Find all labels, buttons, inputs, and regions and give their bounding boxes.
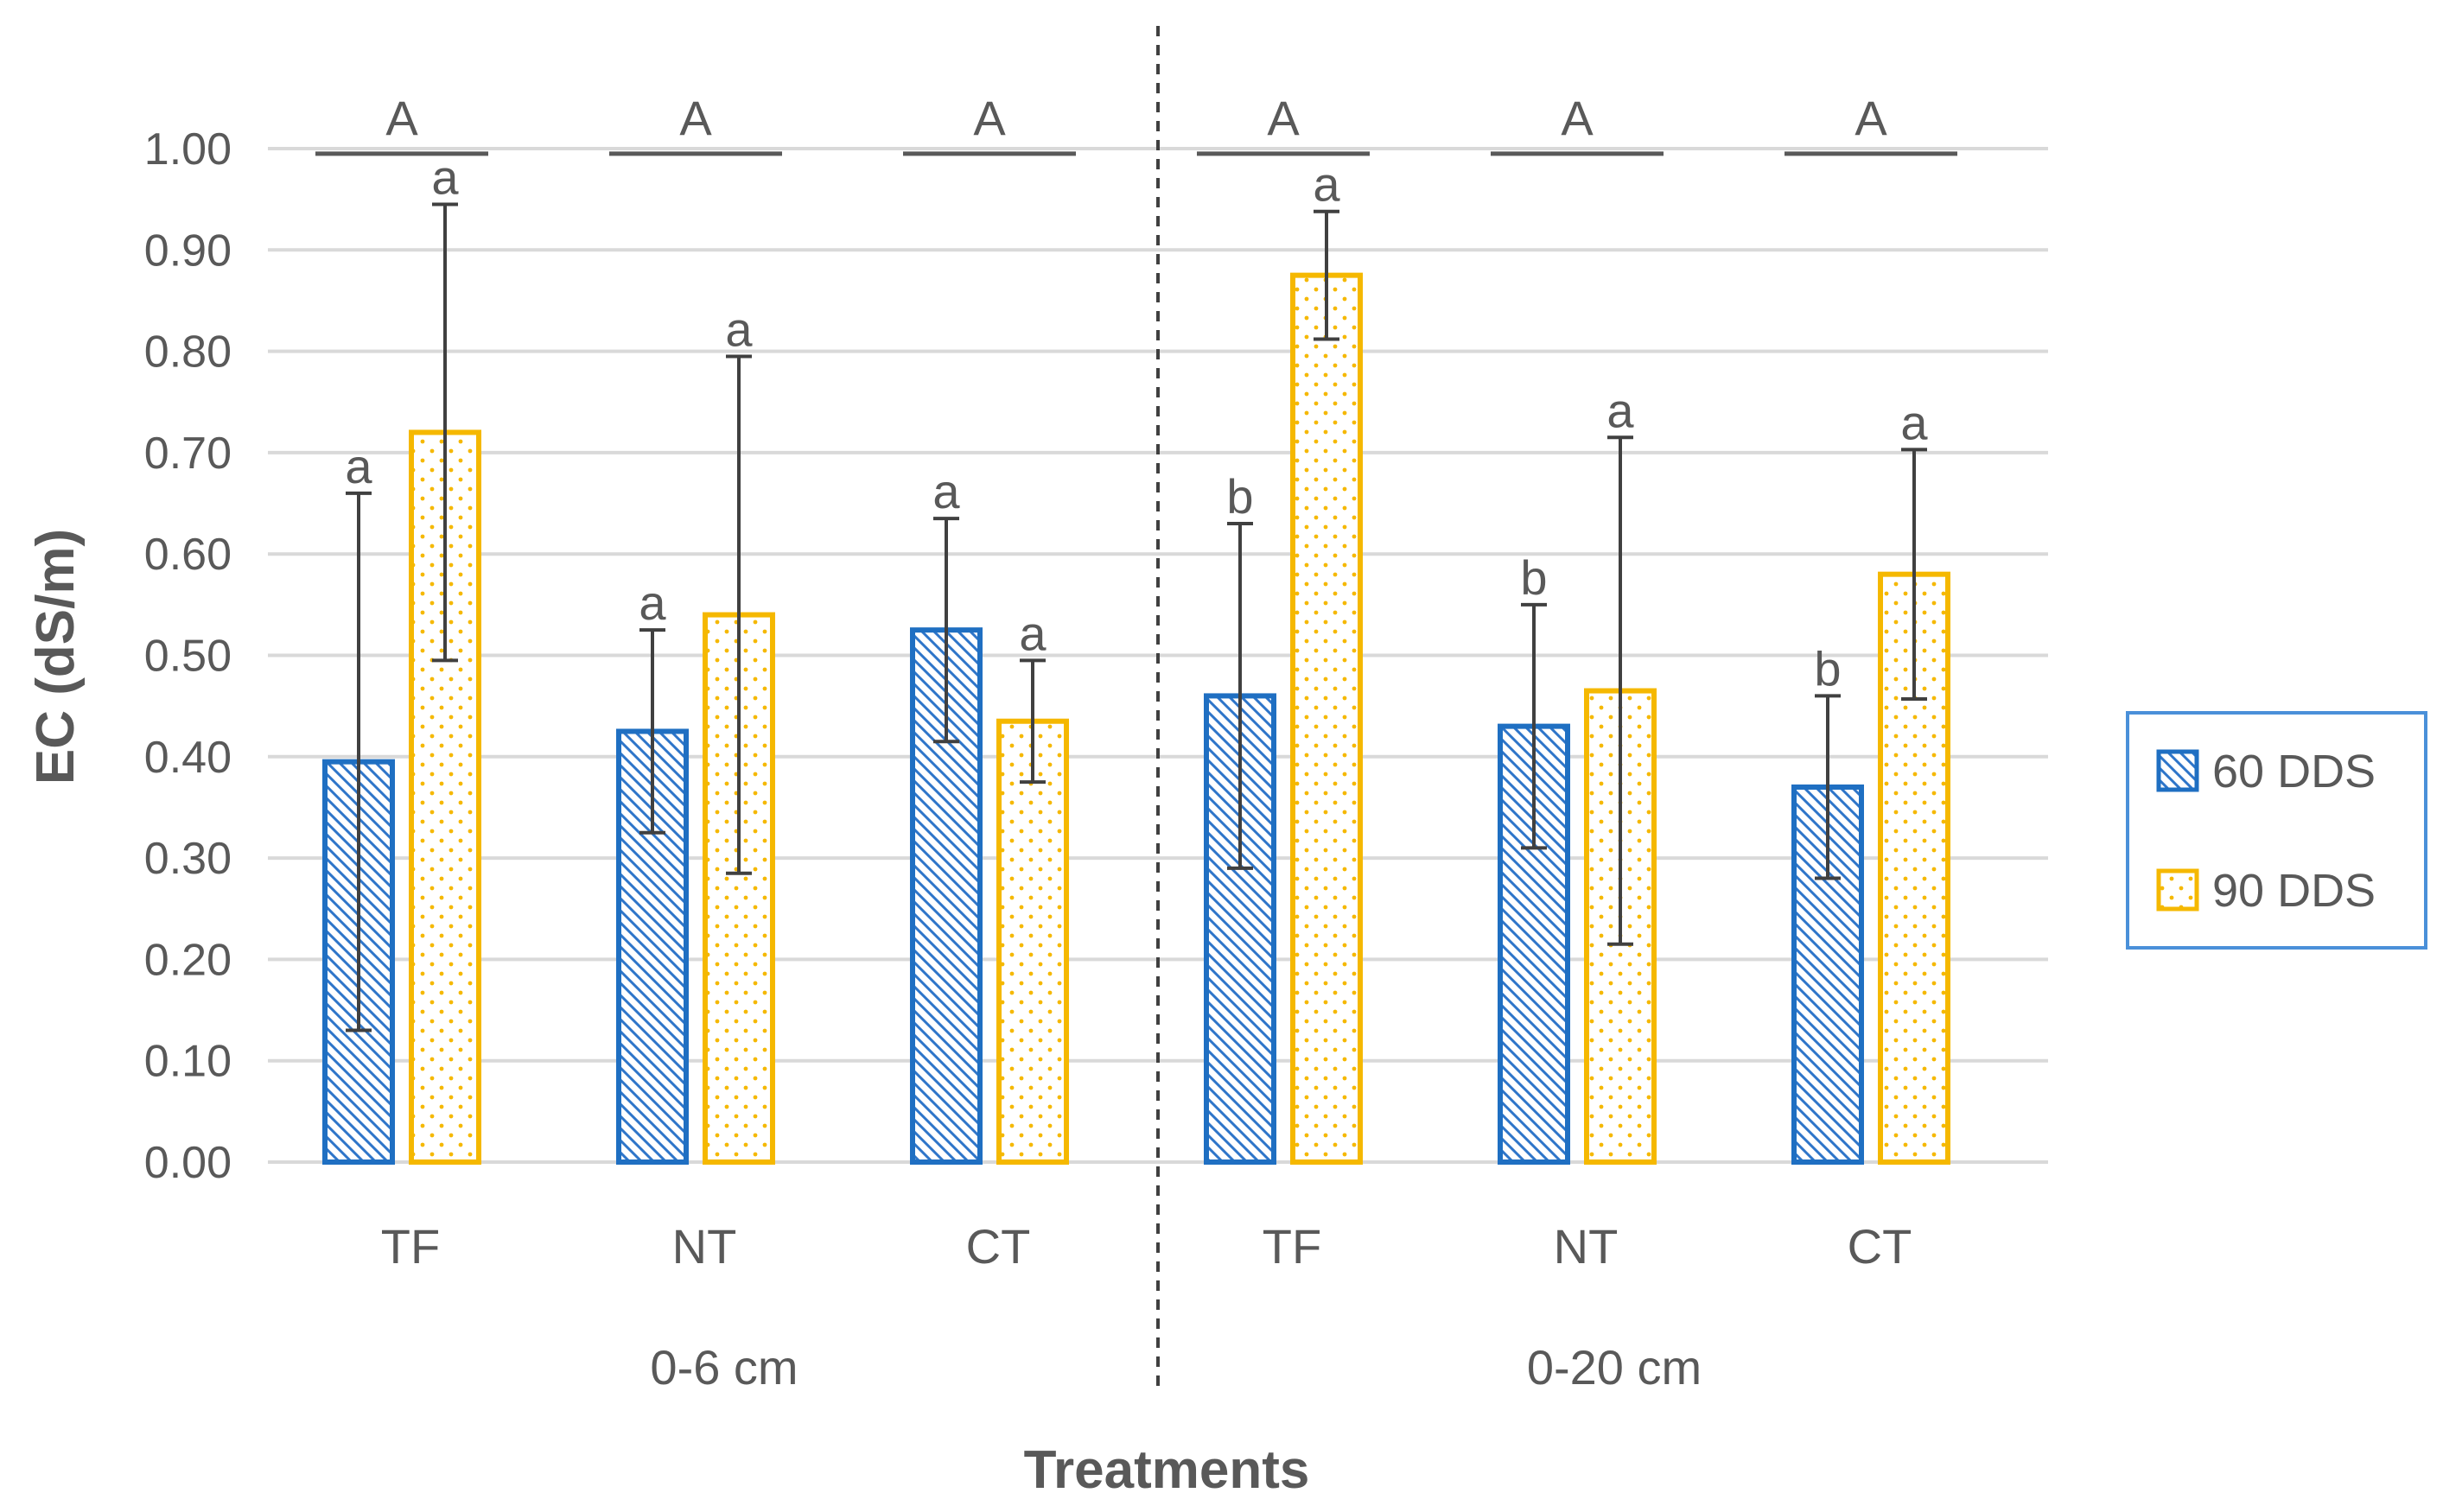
significance-letter: a — [345, 439, 372, 493]
y-tick-label: 1.00 — [144, 124, 232, 175]
group-letter: A — [679, 91, 712, 145]
x-tick-label: CT — [966, 1219, 1031, 1274]
significance-letter: a — [1019, 606, 1047, 660]
bar — [996, 718, 1069, 1165]
y-tick-label: 0.20 — [144, 935, 232, 985]
significance-letter: b — [1226, 469, 1253, 524]
y-tick-label: 0.00 — [144, 1138, 232, 1188]
y-tick-label: 0.40 — [144, 733, 232, 783]
x-tick-label: TF — [381, 1219, 440, 1274]
y-tick-label: 0.70 — [144, 429, 232, 479]
y-tick-label: 0.90 — [144, 226, 232, 276]
y-tick-label: 0.50 — [144, 632, 232, 682]
significance-letter: a — [1313, 157, 1340, 212]
group-letter: A — [1267, 91, 1300, 145]
legend-swatch — [2156, 868, 2199, 912]
bar — [1290, 272, 1363, 1165]
significance-letter: a — [725, 302, 753, 356]
legend-swatch — [2156, 749, 2199, 792]
legend-label: 60 DDS — [2212, 746, 2376, 797]
x-tick-label: NT — [672, 1219, 737, 1274]
x-tick-label: NT — [1554, 1219, 1619, 1274]
y-tick-label: 0.60 — [144, 530, 232, 580]
group-letter: A — [973, 91, 1006, 145]
y-tick-label: 0.30 — [144, 834, 232, 884]
depth-group-label: 0-6 cm — [650, 1340, 798, 1394]
bar — [1878, 571, 1950, 1165]
x-tick-label: CT — [1848, 1219, 1912, 1274]
significance-letter: a — [639, 575, 666, 630]
x-axis-title: Treatments — [1024, 1440, 1310, 1500]
group-letter: A — [1855, 91, 1887, 145]
significance-letter: a — [1606, 383, 1634, 437]
significance-letter: a — [932, 464, 960, 518]
significance-letter: b — [1814, 641, 1841, 696]
significance-letter: a — [431, 150, 459, 205]
group-letter: A — [385, 91, 418, 145]
significance-letter: a — [1900, 395, 1928, 449]
legend-label: 90 DDS — [2212, 865, 2376, 917]
significance-letter: b — [1520, 550, 1547, 605]
group-letter: A — [1561, 91, 1594, 145]
depth-group-label: 0-20 cm — [1527, 1340, 1702, 1394]
x-tick-label: TF — [1263, 1219, 1321, 1274]
y-tick-label: 0.80 — [144, 327, 232, 378]
y-tick-label: 0.10 — [144, 1037, 232, 1087]
y-axis-title: EC (dS/m) — [26, 529, 86, 785]
